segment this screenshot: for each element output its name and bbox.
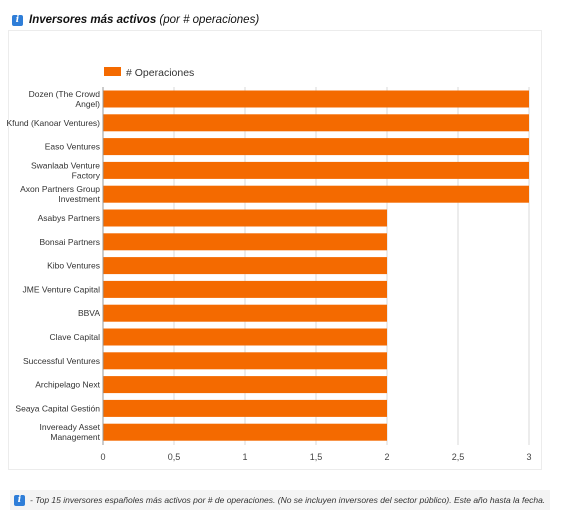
category-label: Angel) [75,99,100,109]
category-label: Management [50,432,100,442]
footer-note: i - Top 15 inversores españoles más acti… [10,490,550,510]
bar [103,423,387,441]
category-label: Bonsai Partners [40,237,100,247]
footer-text: - Top 15 inversores españoles más activo… [30,495,546,505]
x-tick-label: 3 [526,452,531,462]
bar-chart: 0 0,5 1 1,5 2 2,5 3 # Operaciones Dozen (The Cro… [6,67,532,462]
x-tick-label: 0 [100,452,105,462]
category-label: Clave Capital [49,332,100,342]
category-label: Kfund (Kanoar Ventures) [6,118,100,128]
chart-header: i Inversores más activos (por # operacio… [12,10,259,30]
info-icon: i [12,14,23,26]
x-tick-label: 0,5 [168,452,181,462]
chart-title-subtitle: (por # operaciones) [159,14,260,26]
category-label: JME Venture Capital [23,284,101,294]
bar [103,209,387,227]
category-label: Archipelago Next [35,380,100,390]
category-label: Seaya Capital Gestión [15,403,100,413]
x-tick-label: 2,5 [452,452,465,462]
category-label: BBVA [78,308,100,318]
category-label: Swanlaab Venture [31,160,100,170]
x-tick-label: 2 [384,452,389,462]
legend-label: # Operaciones [126,67,194,79]
bar [103,114,529,132]
category-label: Axon Partners Group [20,184,100,194]
category-label: Easo Ventures [45,142,100,152]
bar [103,257,387,275]
bar [103,352,387,370]
bar [103,376,387,394]
bar [103,328,387,346]
bar [103,90,529,108]
bar [103,185,529,203]
bar [103,304,387,322]
chart-title-main: Inversores más activos [29,14,157,26]
category-label: Factory [72,170,101,180]
category-label: Dozen (The Crowd [29,89,101,99]
chart-title: Inversores más activos (por # operacione… [29,14,259,26]
x-tick-label: 1 [242,452,247,462]
category-label: Successful Ventures [23,356,100,366]
x-tick-label: 1,5 [310,452,323,462]
footer-info-icon: i [14,494,25,506]
bar [103,161,529,179]
legend-swatch [104,67,121,76]
bar [103,138,529,156]
bar [103,280,387,298]
bar [103,233,387,251]
category-label: Investment [58,194,100,204]
category-label: Kibo Ventures [47,261,100,271]
category-label: Inveready Asset [40,422,101,432]
bar [103,399,387,417]
category-label: Asabys Partners [38,213,100,223]
